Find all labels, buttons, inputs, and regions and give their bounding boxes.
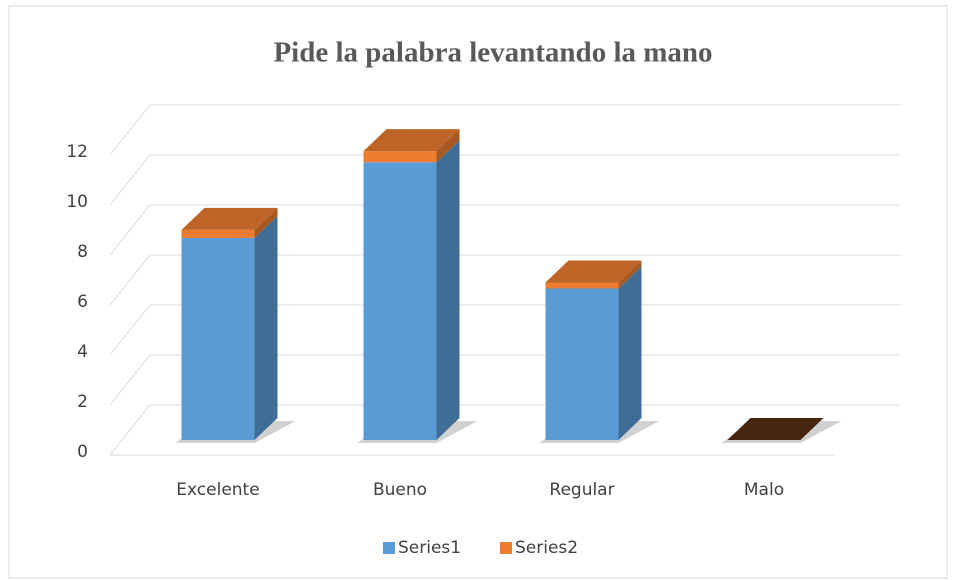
bar xyxy=(727,418,824,440)
y-tick-label: 6 xyxy=(77,292,88,312)
grid-line xyxy=(109,354,900,406)
bar-front xyxy=(363,151,437,163)
chart-title: Pide la palabra levantando la mano xyxy=(273,37,712,69)
bar xyxy=(181,207,278,238)
bar xyxy=(545,266,642,440)
y-tick-label: 0 xyxy=(77,442,88,462)
chart-border xyxy=(8,5,948,579)
legend-swatch xyxy=(383,542,395,554)
y-tick-label: 8 xyxy=(77,242,88,262)
bar-side xyxy=(436,129,460,163)
y-tick-label: 2 xyxy=(77,392,88,412)
grid-line xyxy=(109,204,900,256)
x-tick-label: Bueno xyxy=(373,480,427,500)
bar-front xyxy=(545,288,619,440)
legend-label: Series2 xyxy=(515,538,578,558)
grid-line xyxy=(109,404,900,456)
bar-front xyxy=(181,229,255,238)
x-tick-label: Malo xyxy=(744,480,784,500)
bar-top xyxy=(181,207,278,230)
bar-front xyxy=(363,162,437,440)
bar-side xyxy=(436,140,460,440)
grid-line xyxy=(109,154,900,206)
legend-label: Series1 xyxy=(398,538,461,558)
y-tick-label: 12 xyxy=(66,142,88,162)
grid-line xyxy=(109,304,900,356)
bar-top xyxy=(363,129,460,152)
bar-side xyxy=(618,266,642,440)
y-tick-label: 10 xyxy=(66,192,88,212)
bar-front xyxy=(545,282,619,289)
bar-side xyxy=(254,207,278,238)
bar xyxy=(545,260,642,289)
y-tick-label: 4 xyxy=(77,342,88,362)
bar-front xyxy=(181,238,255,440)
bar xyxy=(363,129,460,163)
bar-side xyxy=(254,216,278,440)
bar xyxy=(363,140,460,440)
legend-swatch xyxy=(500,542,512,554)
grid-line xyxy=(109,104,900,156)
x-tick-label: Regular xyxy=(549,480,614,500)
bar-top xyxy=(727,418,824,440)
bar-side xyxy=(618,260,642,289)
x-tick-label: Excelente xyxy=(176,480,259,500)
bar-top xyxy=(545,260,642,283)
bar xyxy=(181,216,278,440)
grid-line xyxy=(109,254,900,306)
